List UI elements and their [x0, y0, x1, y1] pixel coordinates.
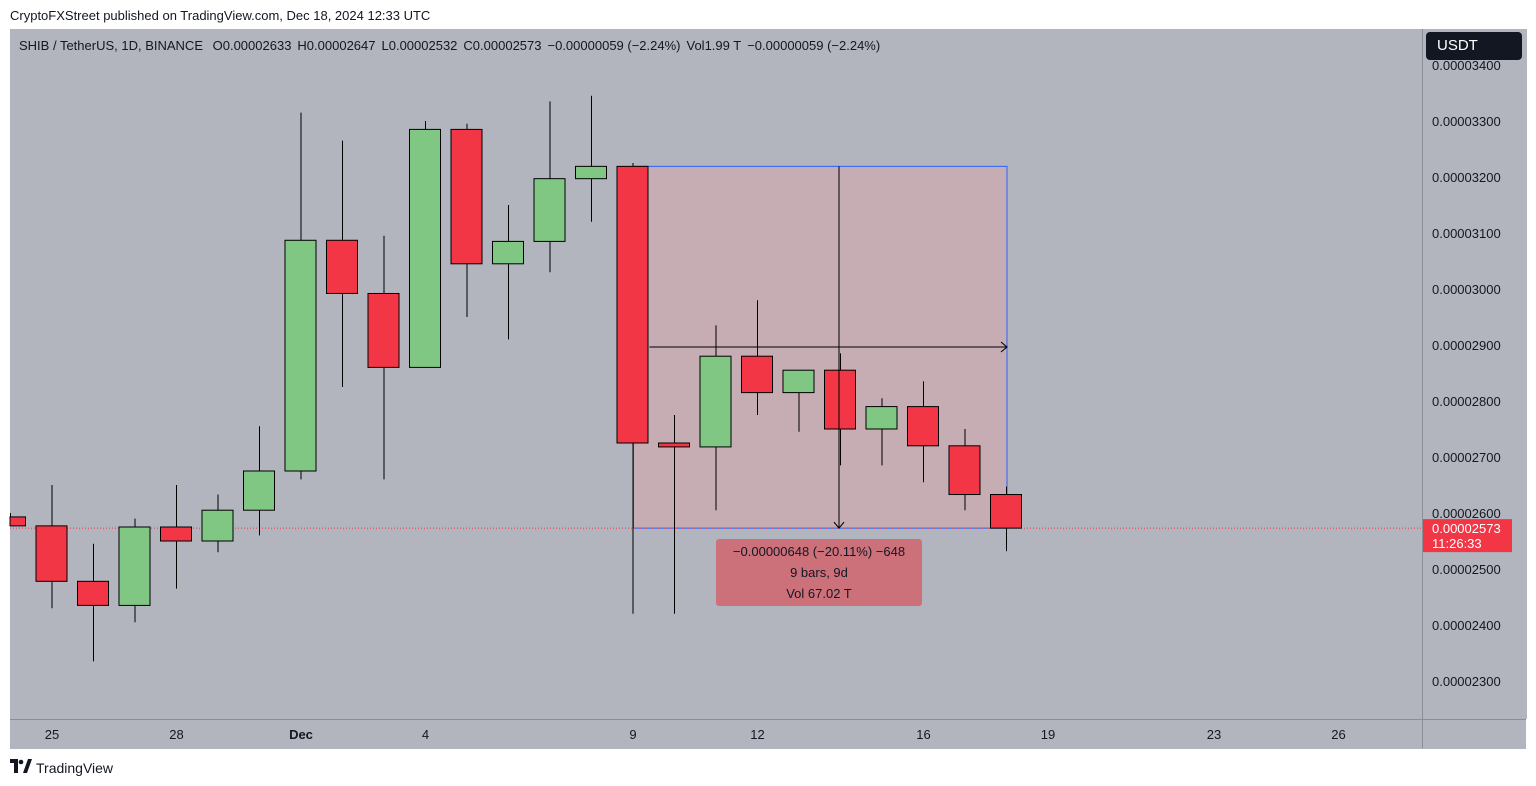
legend-volume: Vol1.99 T — [686, 38, 742, 53]
price-tick-label: 0.00003200 — [1432, 170, 1501, 185]
measure-down-arrowhead — [833, 521, 845, 529]
time-tick-label: Dec — [289, 727, 313, 742]
legend-low: L0.00002532 — [381, 38, 458, 53]
price-axis[interactable] — [1422, 29, 1527, 719]
legend-symbol[interactable]: SHIB / TetherUS, 1D, BINANCE — [19, 38, 203, 53]
current-price-badge — [1423, 519, 1512, 553]
candle-body[interactable] — [492, 240, 524, 265]
candle-body[interactable] — [575, 165, 607, 180]
candle-body[interactable] — [990, 494, 1022, 529]
tradingview-wordmark: TradingView — [36, 760, 114, 776]
candle-body[interactable] — [243, 470, 275, 511]
price-tick-label: 0.00003400 — [1432, 58, 1501, 73]
measure-right-arrowhead — [1000, 341, 1008, 353]
candle-body[interactable] — [450, 128, 483, 265]
candle-body[interactable] — [658, 442, 690, 448]
candle-body[interactable] — [741, 355, 773, 394]
candle-body[interactable] — [284, 239, 317, 472]
price-tick-label: 0.00002300 — [1432, 674, 1501, 689]
legend-close: C0.00002573 — [463, 38, 542, 53]
time-tick-label: 26 — [1331, 727, 1345, 742]
price-tick-label: 0.00002700 — [1432, 450, 1501, 465]
candle-body[interactable] — [35, 525, 68, 582]
current-price-value: 0.00002573 — [1432, 521, 1501, 536]
bar-countdown: 11:26:33 — [1432, 536, 1482, 551]
measure-label-box — [716, 539, 922, 606]
candle-body[interactable] — [907, 406, 939, 447]
candle-body[interactable] — [699, 355, 732, 448]
legend-change: −0.00000059 (−2.24%) — [547, 38, 681, 53]
price-tick-label: 0.00002800 — [1432, 394, 1501, 409]
candle-body[interactable] — [77, 580, 109, 606]
candle-body[interactable] — [160, 526, 192, 542]
measure-bars-text: 9 bars, 9d — [790, 565, 848, 580]
legend-high: H0.00002647 — [297, 38, 376, 53]
legend-volume-change: −0.00000059 (−2.24%) — [747, 38, 881, 53]
candle-body[interactable] — [948, 445, 981, 496]
time-tick-label: 25 — [45, 727, 59, 742]
price-tick-label: 0.00003300 — [1432, 114, 1501, 129]
price-tick-label: 0.00003000 — [1432, 282, 1501, 297]
time-tick-label: 4 — [422, 727, 429, 742]
candle-body[interactable] — [409, 128, 441, 368]
candle-body[interactable] — [616, 165, 649, 444]
currency-button[interactable]: USDT — [1426, 32, 1522, 60]
price-tick-label: 0.00002400 — [1432, 618, 1501, 633]
candle-body[interactable] — [367, 292, 400, 368]
time-tick-label: 12 — [750, 727, 764, 742]
publish-info: CryptoFXStreet published on TradingView.… — [10, 8, 431, 23]
axis-corner — [1422, 719, 1526, 748]
time-tick-label: 16 — [916, 727, 930, 742]
candle-body[interactable] — [782, 369, 815, 394]
measure-volume-text: Vol 67.02 T — [786, 586, 852, 601]
candle-body[interactable] — [326, 239, 358, 294]
candle-body[interactable] — [533, 178, 566, 242]
candle-body[interactable] — [865, 406, 898, 430]
price-tick-label: 0.00002900 — [1432, 338, 1501, 353]
time-tick-label: 9 — [629, 727, 636, 742]
legend-open: O0.00002633 — [212, 38, 292, 53]
measure-change-text: −0.00000648 (−20.11%) −648 — [733, 544, 905, 559]
price-tick-label: 0.00003100 — [1432, 226, 1501, 241]
candle-body[interactable] — [201, 509, 234, 542]
candle-body[interactable] — [9, 516, 26, 527]
time-tick-label: 23 — [1207, 727, 1221, 742]
price-tick-label: 0.00002500 — [1432, 562, 1501, 577]
time-axis[interactable] — [10, 719, 1526, 749]
tradingview-logo-icon — [10, 758, 32, 778]
symbol-legend: SHIB / TetherUS, 1D, BINANCE O0.00002633… — [19, 38, 886, 53]
tradingview-brand[interactable]: TradingView — [10, 758, 114, 778]
candle-body[interactable] — [118, 526, 151, 606]
time-tick-label: 19 — [1041, 727, 1055, 742]
candle-body[interactable] — [824, 369, 856, 430]
time-tick-label: 28 — [169, 727, 183, 742]
price-tick-label: 0.00002600 — [1432, 506, 1501, 521]
